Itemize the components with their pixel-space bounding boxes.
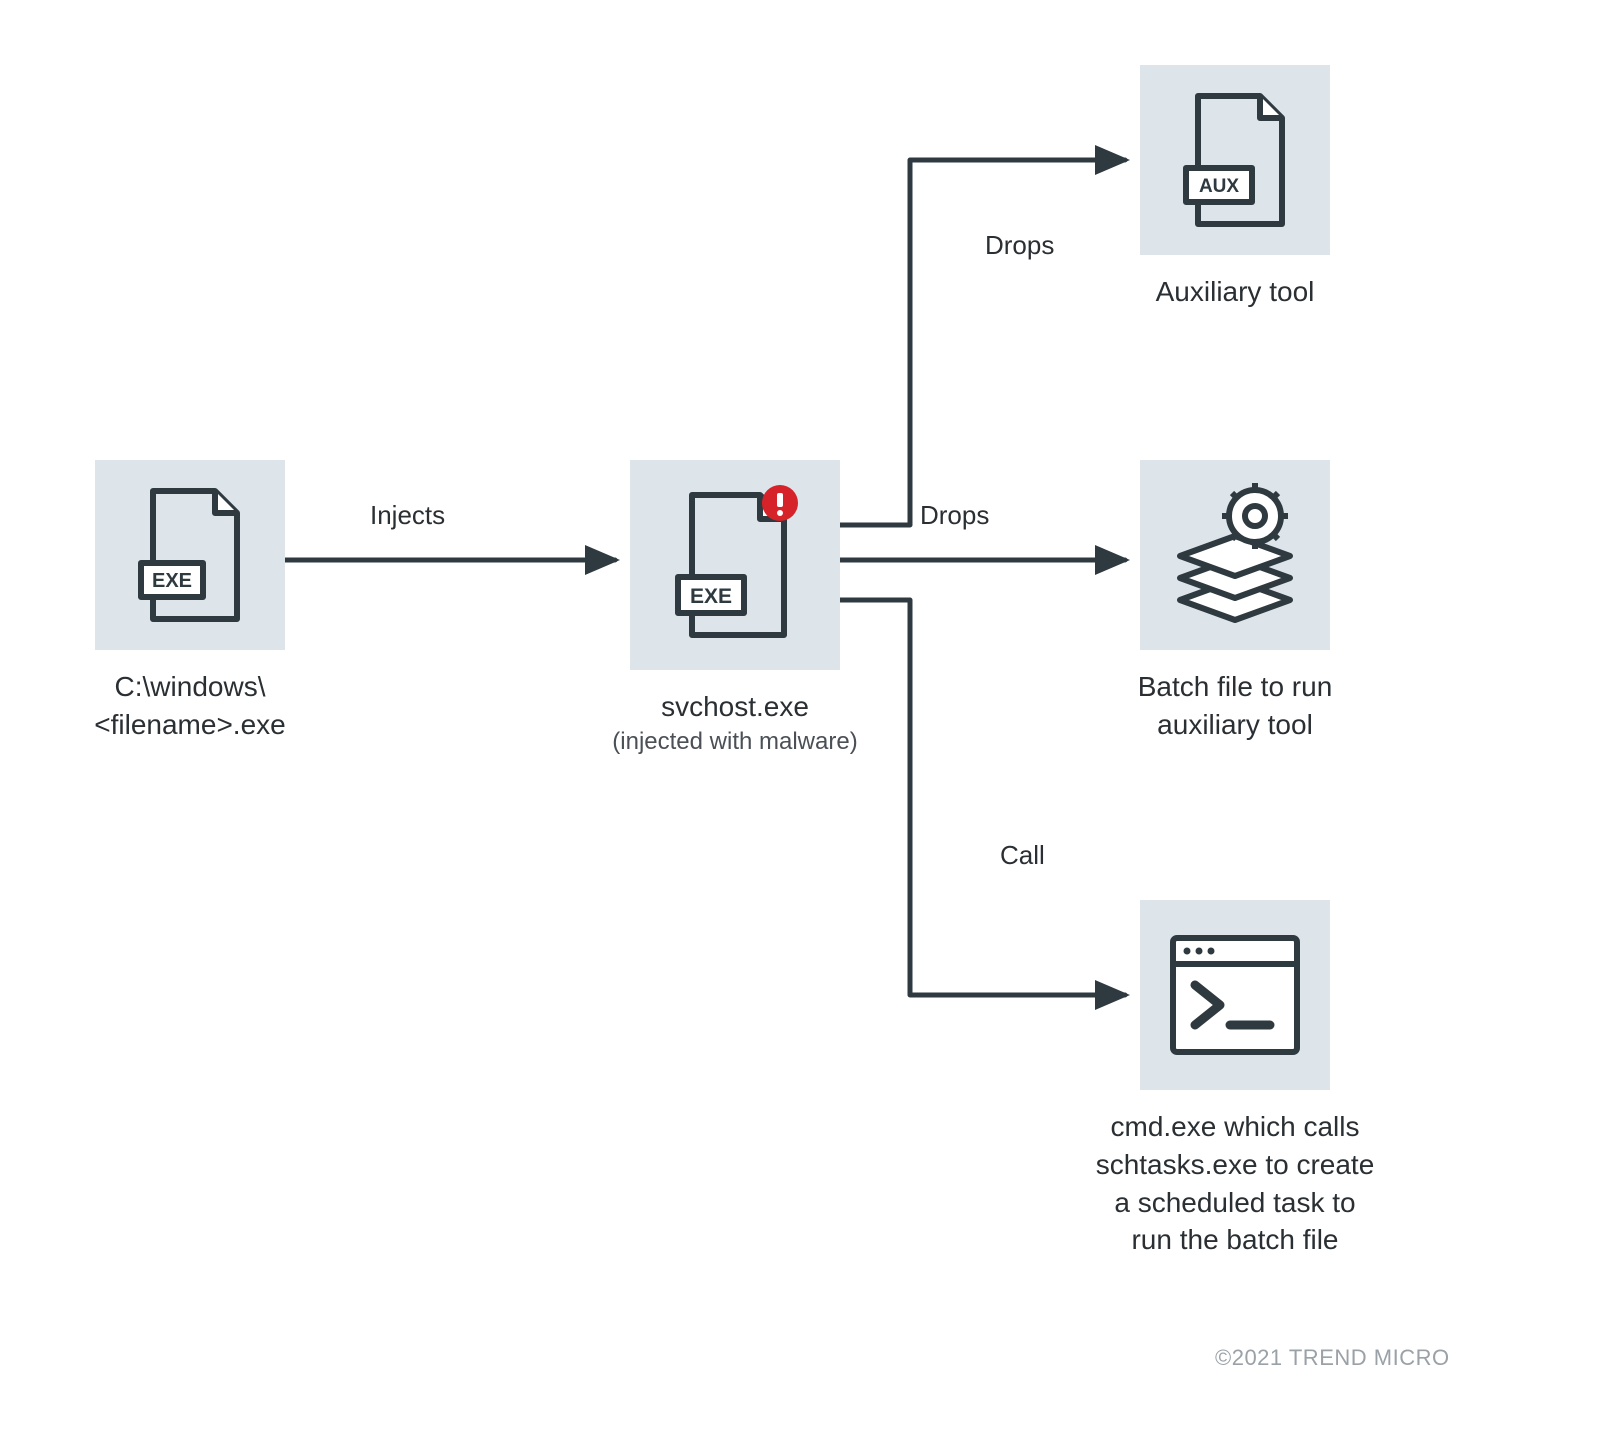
svg-text:EXE: EXE [152, 570, 192, 592]
file-exe-alert-icon: EXE [670, 485, 800, 645]
svg-text:EXE: EXE [690, 585, 732, 608]
edge-label-injects: Injects [370, 500, 445, 531]
caption-batch-file: Batch file to run auxiliary tool [1105, 668, 1365, 744]
caption-line: a scheduled task to [1075, 1184, 1395, 1222]
caption-source-exe: C:\windows\ <filename>.exe [94, 668, 285, 744]
caption-line: C:\windows\ [94, 668, 285, 706]
file-aux-icon: AUX [1180, 90, 1290, 230]
svg-text:AUX: AUX [1199, 176, 1239, 197]
iconbox-aux-tool: AUX [1140, 65, 1330, 255]
caption-line: auxiliary tool [1105, 706, 1365, 744]
copyright-text: ©2021 TREND MICRO [1215, 1345, 1450, 1371]
node-svchost: EXE svchost.exe (injected with malware) [630, 460, 840, 758]
terminal-icon [1165, 930, 1305, 1060]
edge-label-drops-2: Drops [920, 500, 989, 531]
caption-line: Auxiliary tool [1156, 273, 1315, 311]
caption-line: svchost.exe [575, 688, 895, 726]
caption-svchost: svchost.exe (injected with malware) [575, 688, 895, 758]
node-aux-tool: AUX Auxiliary tool [1140, 65, 1330, 311]
stack-gear-icon [1160, 480, 1310, 630]
caption-line: run the batch file [1075, 1221, 1395, 1259]
iconbox-cmd [1140, 900, 1330, 1090]
caption-cmd: cmd.exe which calls schtasks.exe to crea… [1075, 1108, 1395, 1259]
edge-label-call: Call [1000, 840, 1045, 871]
node-cmd: cmd.exe which calls schtasks.exe to crea… [1140, 900, 1330, 1259]
caption-sub: (injected with malware) [575, 726, 895, 758]
caption-line: cmd.exe which calls [1075, 1108, 1395, 1146]
edge-label-drops-1: Drops [985, 230, 1054, 261]
caption-line: Batch file to run [1105, 668, 1365, 706]
caption-line: <filename>.exe [94, 706, 285, 744]
node-source-exe: EXE C:\windows\ <filename>.exe [95, 460, 285, 744]
node-batch-file: Batch file to run auxiliary tool [1140, 460, 1330, 744]
file-exe-icon: EXE [135, 485, 245, 625]
caption-line: schtasks.exe to create [1075, 1146, 1395, 1184]
caption-aux-tool: Auxiliary tool [1156, 273, 1315, 311]
iconbox-svchost: EXE [630, 460, 840, 670]
iconbox-batch-file [1140, 460, 1330, 650]
iconbox-source-exe: EXE [95, 460, 285, 650]
